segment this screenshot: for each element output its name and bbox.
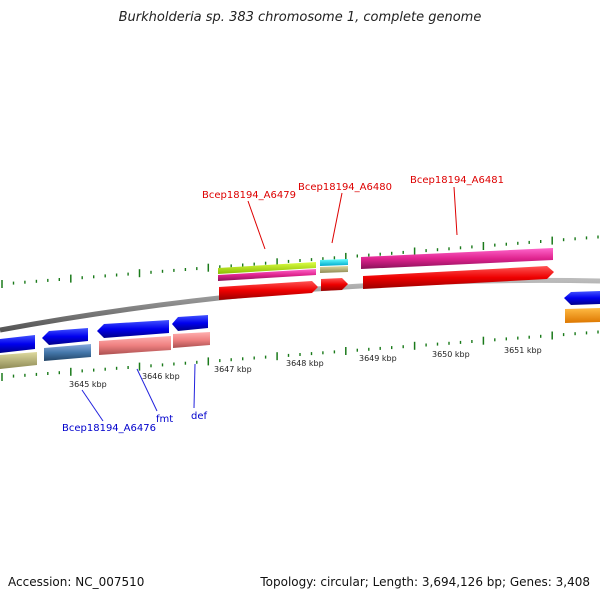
top-gene-labels: Bcep18194_A6479 Bcep18194_A6480 Bcep1819… xyxy=(202,175,504,201)
gene-fmt-salmon[interactable] xyxy=(99,336,171,355)
gene-A6479-red[interactable] xyxy=(219,281,318,300)
leader-A6479 xyxy=(247,200,266,250)
gene-def-blue[interactable] xyxy=(172,315,208,331)
gene-left-khaki[interactable] xyxy=(0,352,37,369)
tick-label-3646: 3646 kbp xyxy=(142,372,180,381)
tick-label-3647: 3647 kbp xyxy=(214,365,252,374)
leader-A6481 xyxy=(453,186,458,236)
tick-row-top xyxy=(1,235,599,288)
gene-label-def[interactable]: def xyxy=(191,411,208,422)
gene-right-blue[interactable] xyxy=(564,291,600,305)
leader-fmt xyxy=(136,368,158,412)
tick-row-bottom xyxy=(1,330,599,381)
gene-A6481-magenta[interactable] xyxy=(361,248,553,269)
gene-label-A6480[interactable]: Bcep18194_A6480 xyxy=(298,182,392,193)
gene-label-A6476[interactable]: Bcep18194_A6476 xyxy=(62,423,156,434)
gene-block-khaki[interactable] xyxy=(320,266,348,273)
gene-def-salmon[interactable] xyxy=(173,332,210,348)
accession-text: Accession: NC_007510 xyxy=(8,575,145,589)
genome-summary-text: Topology: circular; Length: 3,694,126 bp… xyxy=(260,575,590,589)
tick-label-3645: 3645 kbp xyxy=(69,380,107,389)
gene-right-orange[interactable] xyxy=(565,308,600,323)
gene-label-A6481[interactable]: Bcep18194_A6481 xyxy=(410,175,504,186)
gene-A6476-steel[interactable] xyxy=(44,344,91,361)
map-title: Burkholderia sp. 383 chromosome 1, compl… xyxy=(118,10,482,25)
forward-strand-genes xyxy=(218,248,554,300)
leader-A6476 xyxy=(81,389,104,422)
gene-left-blue[interactable] xyxy=(0,335,35,353)
bottom-gene-labels: Bcep18194_A6476 fmt def xyxy=(62,411,208,434)
tick-label-3651: 3651 kbp xyxy=(504,346,542,355)
tick-label-3649: 3649 kbp xyxy=(359,354,397,363)
gene-A6480-red[interactable] xyxy=(321,278,348,291)
gene-block-lime[interactable] xyxy=(218,262,316,274)
gene-A6479-magenta[interactable] xyxy=(218,269,316,281)
reverse-strand-genes xyxy=(0,291,600,369)
gene-label-fmt[interactable]: fmt xyxy=(156,414,173,425)
leader-A6480 xyxy=(331,192,343,244)
gene-A6476-blue[interactable] xyxy=(42,328,88,345)
gene-block-cyan[interactable] xyxy=(320,259,348,266)
gene-fmt-blue[interactable] xyxy=(97,320,169,338)
leader-def xyxy=(193,363,196,409)
leader-lines xyxy=(81,186,458,422)
gene-A6481-red[interactable] xyxy=(363,266,554,289)
tick-label-3648: 3648 kbp xyxy=(286,359,324,368)
tick-labels: 3645 kbp 3646 kbp 3647 kbp 3648 kbp 3649… xyxy=(69,346,542,389)
gene-label-A6479[interactable]: Bcep18194_A6479 xyxy=(202,190,296,201)
tick-label-3650: 3650 kbp xyxy=(432,350,470,359)
